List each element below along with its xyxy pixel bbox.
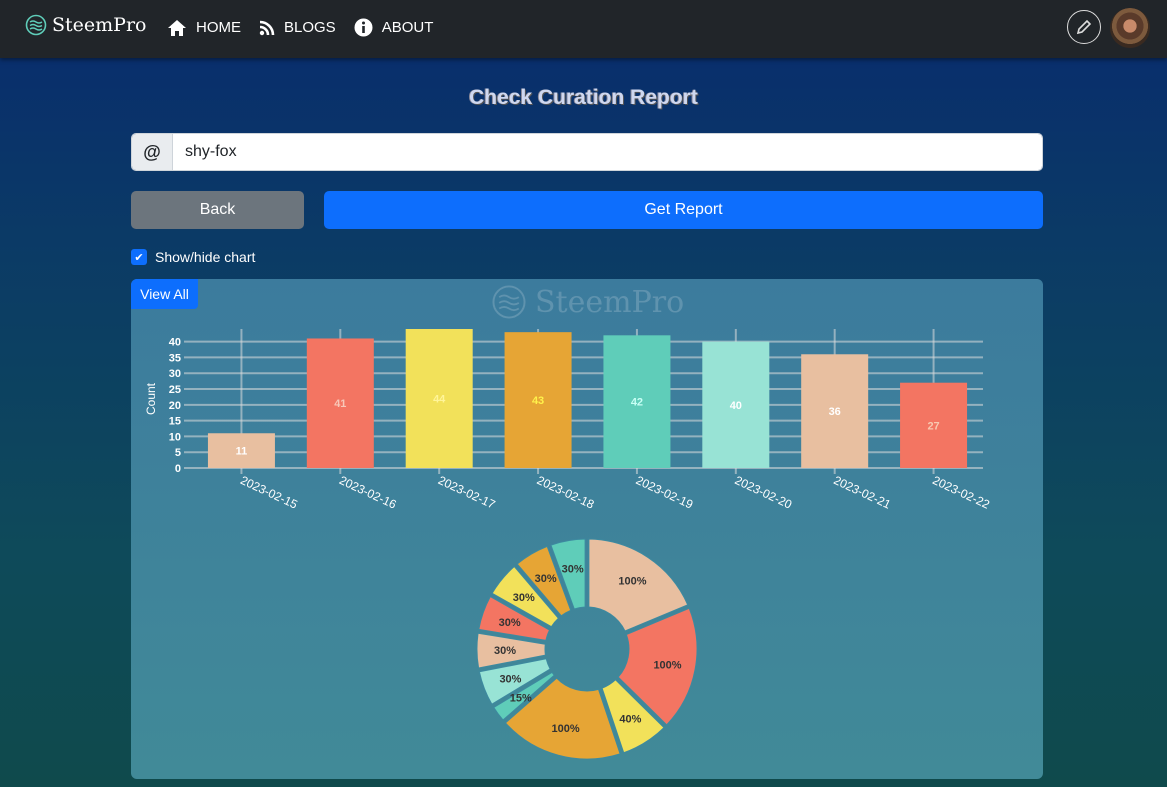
bar-value-label: 44 <box>433 394 446 406</box>
bar-value-label: 41 <box>334 398 346 410</box>
bar <box>207 433 275 468</box>
get-report-button[interactable]: Get Report <box>324 191 1043 229</box>
bar-value-label: 42 <box>631 397 643 409</box>
slice-label: 30% <box>499 673 521 685</box>
nav-about[interactable]: ABOUT <box>354 18 434 37</box>
bar-value-label: 36 <box>829 406 841 418</box>
slice-label: 15% <box>510 692 532 704</box>
slice-label: 100% <box>618 576 646 588</box>
slice-label: 40% <box>619 714 641 726</box>
bar <box>504 332 572 468</box>
x-tick-label: 2023-02-17 <box>436 473 498 512</box>
home-icon <box>168 19 186 36</box>
x-tick-label: 2023-02-16 <box>337 473 399 512</box>
nav-blogs-label: BLOGS <box>284 19 336 36</box>
y-tick-label: 5 <box>175 447 181 459</box>
x-tick-label: 2023-02-20 <box>733 473 795 512</box>
bar-value-label: 43 <box>532 395 544 407</box>
bar <box>306 338 374 468</box>
steempro-logo-icon <box>25 14 47 36</box>
bar <box>405 329 473 468</box>
charts-svg: 0 5 10 15 20 25 30 35 40 11 2023-02-15 41 2023-02-16… <box>144 329 992 760</box>
watermark: SteemPro <box>491 284 684 320</box>
nav-home[interactable]: HOME <box>167 18 241 37</box>
bar <box>801 354 869 468</box>
slice-label: 30% <box>499 617 521 629</box>
doughnut-slice <box>505 677 621 760</box>
page-title: Check Curation Report <box>469 86 698 109</box>
user-avatar[interactable] <box>1110 8 1150 48</box>
y-tick-label: 0 <box>175 463 181 475</box>
write-post-button[interactable] <box>1067 10 1101 44</box>
y-tick-label: 10 <box>169 431 181 443</box>
slice-label: 100% <box>552 723 580 735</box>
back-button[interactable]: Back <box>131 191 304 229</box>
show-hide-chart-toggle[interactable]: ✔ Show/hide chart <box>131 249 255 265</box>
at-icon: @ <box>132 134 173 170</box>
bar <box>603 335 671 468</box>
doughnut-slice <box>493 671 555 721</box>
doughnut-slice <box>476 632 546 669</box>
x-tick-label: 2023-02-15 <box>238 473 300 512</box>
watermark-logo-icon <box>492 285 526 319</box>
x-tick-label: 2023-02-21 <box>831 473 893 512</box>
doughnut-slice <box>550 538 586 610</box>
y-tick-label: 40 <box>169 337 181 349</box>
nav-about-label: ABOUT <box>381 19 434 36</box>
slice-label: 100% <box>653 660 681 672</box>
slice-label: 30% <box>513 592 535 604</box>
rss-icon <box>259 20 275 35</box>
y-tick-label: 25 <box>169 384 181 396</box>
brand-name: SteemPro <box>52 14 147 36</box>
bar-value-label: 27 <box>927 420 939 432</box>
slice-label: 30% <box>535 573 557 585</box>
view-all-button[interactable]: View All <box>131 279 198 309</box>
doughnut-slice <box>478 658 551 705</box>
doughnut-slice <box>617 607 698 726</box>
username-input[interactable]: shy-fox <box>173 134 1042 170</box>
watermark-text: SteemPro <box>535 284 685 320</box>
doughnut-slice <box>601 679 665 754</box>
bar <box>702 341 770 468</box>
y-tick-label: 35 <box>169 352 181 364</box>
doughnut-slice <box>478 596 550 641</box>
x-tick-label: 2023-02-18 <box>535 473 597 512</box>
y-tick-label: 20 <box>169 400 181 412</box>
y-tick-label: 30 <box>169 368 181 380</box>
bar <box>900 382 968 468</box>
nav-home-label: HOME <box>196 19 241 36</box>
doughnut-slice <box>588 538 689 632</box>
y-tick-label: 15 <box>169 416 181 428</box>
slice-label: 30% <box>494 645 516 657</box>
pencil-icon <box>1076 19 1092 35</box>
chart-card: View All SteemPro 0 5 10 15 20 25 30 35 40 11 2023… <box>131 279 1043 779</box>
checkbox-checked-icon[interactable]: ✔ <box>131 249 147 265</box>
x-tick-label: 2023-02-22 <box>930 473 992 512</box>
username-input-group: @ shy-fox <box>131 133 1043 171</box>
y-axis-label: Count <box>144 382 158 415</box>
slice-label: 30% <box>562 563 584 575</box>
brand-logo[interactable]: SteemPro <box>25 14 146 36</box>
top-navbar: SteemPro HOME BLOGS ABOUT <box>0 0 1167 58</box>
checkbox-label: Show/hide chart <box>155 249 256 265</box>
bar-value-label: 40 <box>730 400 742 412</box>
bar-value-label: 11 <box>236 446 248 458</box>
info-icon <box>354 18 373 37</box>
doughnut-slice <box>491 566 559 628</box>
nav-blogs[interactable]: BLOGS <box>259 18 336 37</box>
x-tick-label: 2023-02-19 <box>634 473 696 512</box>
doughnut-slice <box>516 545 572 617</box>
